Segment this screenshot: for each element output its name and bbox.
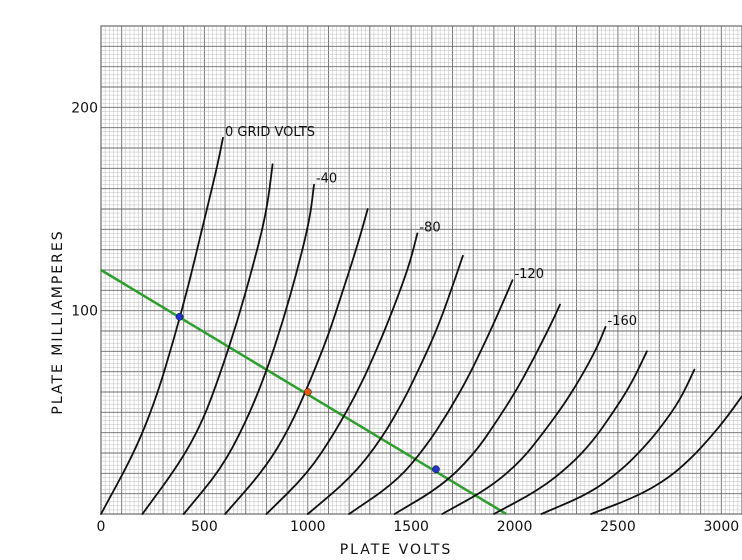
chart-grid bbox=[100, 25, 742, 515]
x-tick-label: 2500 bbox=[600, 519, 636, 535]
series-curve-3 bbox=[182, 183, 315, 515]
series-curve-9 bbox=[441, 326, 607, 515]
curve-label-1: 0 GRID VOLTS bbox=[225, 125, 315, 140]
series-curve-4 bbox=[224, 208, 369, 515]
x-tick-label: 1000 bbox=[290, 519, 326, 535]
series-curve-12 bbox=[590, 395, 742, 515]
y-tick-label: 200 bbox=[71, 100, 98, 116]
y-axis-title: PLATE MILLIAMPERES bbox=[50, 229, 66, 414]
curve-layer bbox=[100, 136, 742, 515]
point-layer bbox=[175, 312, 440, 474]
curve-label-5: -80 bbox=[419, 220, 440, 235]
load-line-layer bbox=[100, 268, 507, 516]
swing-point-marker-3 bbox=[432, 465, 440, 474]
curve-label-3: -40 bbox=[316, 172, 337, 187]
series-curve-11 bbox=[540, 368, 696, 515]
y-tick-label: 100 bbox=[71, 304, 98, 320]
series-curve-7 bbox=[348, 279, 514, 515]
operating-point-marker-2 bbox=[303, 388, 312, 396]
curve-label-9: -160 bbox=[608, 314, 638, 329]
x-tick-label: 3000 bbox=[704, 519, 740, 535]
curve-label-7: -120 bbox=[514, 267, 544, 282]
y-axis-ticks: 100 200 bbox=[71, 100, 98, 319]
series-curve-10 bbox=[493, 350, 648, 515]
x-tick-label: 500 bbox=[191, 519, 218, 535]
series-curve-1 bbox=[100, 136, 224, 515]
x-axis-ticks: 0 500 1000 1500 2000 2500 3000 bbox=[97, 519, 740, 535]
x-tick-label: 0 bbox=[97, 519, 106, 535]
curve-label-layer: 0 GRID VOLTS-40-80-120-160-200 bbox=[225, 125, 638, 329]
series-curve-6 bbox=[306, 254, 464, 515]
series-curve-2 bbox=[141, 163, 274, 515]
series-curve-8 bbox=[393, 303, 561, 515]
swing-point-marker-1 bbox=[175, 312, 184, 321]
x-axis-title: PLATE VOLTS bbox=[340, 542, 453, 558]
x-tick-label: 1500 bbox=[393, 519, 429, 535]
load-line bbox=[100, 268, 507, 516]
x-tick-label: 2000 bbox=[497, 519, 533, 535]
series-curve-5 bbox=[265, 232, 419, 515]
